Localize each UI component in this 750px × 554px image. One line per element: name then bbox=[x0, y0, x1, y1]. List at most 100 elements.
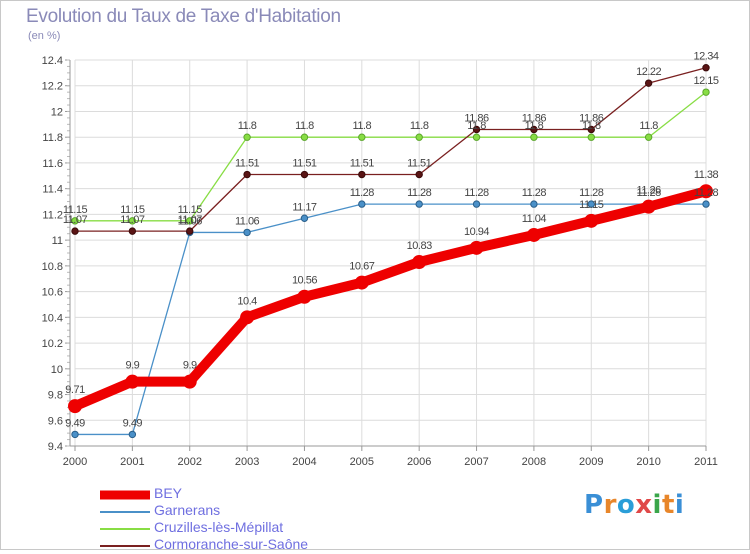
data-point-cruzilles-les-mepillat bbox=[300, 133, 309, 141]
data-point-cruzilles-les-mepillat bbox=[358, 133, 366, 141]
y-tick-label: 9.4 bbox=[48, 441, 63, 453]
data-label-cruzilles-les-mepillat: 11.8 bbox=[353, 120, 372, 132]
data-label-cruzilles-les-mepillat: 11.8 bbox=[238, 120, 257, 132]
y-tick-label: 12.2 bbox=[42, 81, 63, 93]
data-point-bey bbox=[526, 227, 541, 242]
series-line-bey bbox=[70, 186, 711, 412]
data-point-cormoranche-sur-saone bbox=[128, 227, 137, 235]
x-tick-label: 2000 bbox=[63, 456, 87, 468]
data-point-garnerans bbox=[702, 200, 710, 208]
data-point-cormoranche-sur-saone bbox=[243, 170, 251, 179]
data-point-cruzilles-les-mepillat bbox=[128, 217, 137, 225]
data-point-cormoranche-sur-saone bbox=[300, 170, 309, 179]
data-label-cruzilles-les-mepillat: 11.8 bbox=[525, 120, 544, 132]
data-label-cormoranche-sur-saone: 11.86 bbox=[464, 112, 489, 124]
data-label-bey: 9.9 bbox=[183, 360, 197, 372]
legend-swatch bbox=[100, 510, 150, 513]
data-point-cruzilles-les-mepillat bbox=[472, 133, 481, 141]
legend-swatch bbox=[100, 527, 150, 530]
data-label-cormoranche-sur-saone: 11.07 bbox=[178, 214, 203, 226]
data-label-bey: 9.9 bbox=[125, 360, 139, 372]
data-point-garnerans bbox=[71, 430, 79, 439]
data-label-cruzilles-les-mepillat: 11.8 bbox=[582, 120, 601, 132]
data-label-garnerans: 11.17 bbox=[292, 201, 317, 213]
legend-item-cormoranche-sur-saone: Cormoranche-sur-Saône bbox=[100, 536, 360, 554]
data-label-bey: 11.26 bbox=[637, 185, 662, 197]
unit-label: (en %) bbox=[28, 30, 61, 42]
data-label-bey: 10.67 bbox=[349, 261, 374, 273]
data-point-cormoranche-sur-saone bbox=[71, 227, 79, 235]
data-point-cormoranche-sur-saone bbox=[186, 227, 194, 235]
x-tick-label: 2011 bbox=[694, 456, 718, 468]
data-label-garnerans: 9.49 bbox=[65, 417, 85, 429]
data-label-bey: 10.83 bbox=[407, 240, 432, 252]
data-label-bey: 10.56 bbox=[292, 275, 317, 287]
data-point-cruzilles-les-mepillat bbox=[702, 88, 710, 96]
data-label-garnerans: 11.28 bbox=[407, 187, 432, 199]
data-point-cruzilles-les-mepillat bbox=[186, 217, 194, 225]
legend-swatch bbox=[100, 490, 150, 499]
legend-swatch bbox=[100, 544, 150, 547]
legend: BEY Garnerans Cruzilles-lès-Mépillat Cormor… bbox=[100, 485, 360, 554]
x-tick-label: 2007 bbox=[464, 456, 488, 468]
y-tick-label: 10.4 bbox=[42, 312, 63, 324]
data-point-bey bbox=[469, 240, 484, 255]
y-tick-label: 12 bbox=[51, 106, 63, 118]
data-label-cruzilles-les-mepillat: 11.8 bbox=[295, 120, 314, 132]
y-tick-label: 10 bbox=[51, 364, 63, 376]
legend-item-cruzilles-les-mepillat: Cruzilles-lès-Mépillat bbox=[100, 519, 360, 537]
y-tick-label: 11 bbox=[52, 235, 63, 247]
data-point-cormoranche-sur-saone bbox=[587, 125, 595, 134]
data-point-bey bbox=[182, 374, 197, 389]
data-point-garnerans bbox=[358, 200, 366, 208]
data-label-cormoranche-sur-saone: 11.51 bbox=[350, 158, 375, 170]
data-point-bey bbox=[354, 275, 369, 290]
data-label-cruzilles-les-mepillat: 11.15 bbox=[178, 204, 203, 216]
data-point-cormoranche-sur-saone bbox=[358, 170, 366, 179]
x-tick-label: 2004 bbox=[292, 456, 316, 468]
data-point-bey bbox=[641, 199, 656, 214]
data-point-cormoranche-sur-saone bbox=[472, 125, 481, 134]
data-label-cormoranche-sur-saone: 11.51 bbox=[407, 158, 432, 170]
series-line-garnerans bbox=[74, 203, 707, 436]
data-label-bey: 10.94 bbox=[464, 226, 489, 238]
x-tick-label: 2001 bbox=[120, 456, 144, 468]
x-tick-label: 2008 bbox=[522, 456, 546, 468]
data-point-garnerans bbox=[128, 430, 137, 439]
data-label-cruzilles-les-mepillat: 11.8 bbox=[639, 120, 658, 132]
x-tick-label: 2005 bbox=[350, 456, 374, 468]
data-point-garnerans bbox=[472, 200, 481, 208]
x-tick-label: 2002 bbox=[177, 456, 201, 468]
data-label-cormoranche-sur-saone: 11.86 bbox=[579, 112, 604, 124]
data-label-cormoranche-sur-saone: 11.07 bbox=[120, 214, 145, 226]
legend-label: Cruzilles-lès-Mépillat bbox=[154, 519, 284, 535]
x-tick-label: 2009 bbox=[579, 456, 603, 468]
x-tick-label: 2006 bbox=[407, 456, 431, 468]
data-label-bey: 10.4 bbox=[237, 295, 257, 307]
data-label-garnerans: 9.49 bbox=[123, 417, 143, 429]
legend-item-bey: BEY bbox=[100, 485, 360, 503]
data-point-cormoranche-sur-saone bbox=[644, 79, 653, 87]
data-label-garnerans: 11.28 bbox=[464, 187, 489, 199]
data-label-garnerans: 11.06 bbox=[235, 215, 260, 227]
data-point-bey bbox=[125, 374, 140, 389]
data-label-garnerans: 11.28 bbox=[694, 187, 719, 199]
data-label-bey: 11.38 bbox=[694, 169, 719, 181]
series-line-cruzilles-les-mepillat bbox=[74, 91, 707, 222]
data-point-bey bbox=[699, 184, 713, 199]
legend-item-garnerans: Garnerans bbox=[100, 502, 360, 520]
data-label-cormoranche-sur-saone: 12.34 bbox=[693, 51, 718, 63]
data-label-garnerans: 11.28 bbox=[579, 187, 604, 199]
y-tick-label: 10.6 bbox=[42, 287, 63, 299]
data-label-cruzilles-les-mepillat: 11.15 bbox=[120, 204, 145, 216]
y-tick-label: 11.8 bbox=[42, 132, 63, 144]
y-tick-label: 9.6 bbox=[48, 415, 63, 427]
y-tick-label: 10.2 bbox=[42, 338, 63, 350]
data-point-garnerans bbox=[415, 200, 423, 208]
x-tick-label: 2010 bbox=[636, 456, 660, 468]
data-point-cruzilles-les-mepillat bbox=[243, 133, 251, 141]
data-point-bey bbox=[412, 255, 427, 270]
y-tick-label: 11.6 bbox=[42, 158, 63, 170]
data-point-bey bbox=[584, 213, 599, 228]
data-point-garnerans bbox=[587, 200, 595, 208]
